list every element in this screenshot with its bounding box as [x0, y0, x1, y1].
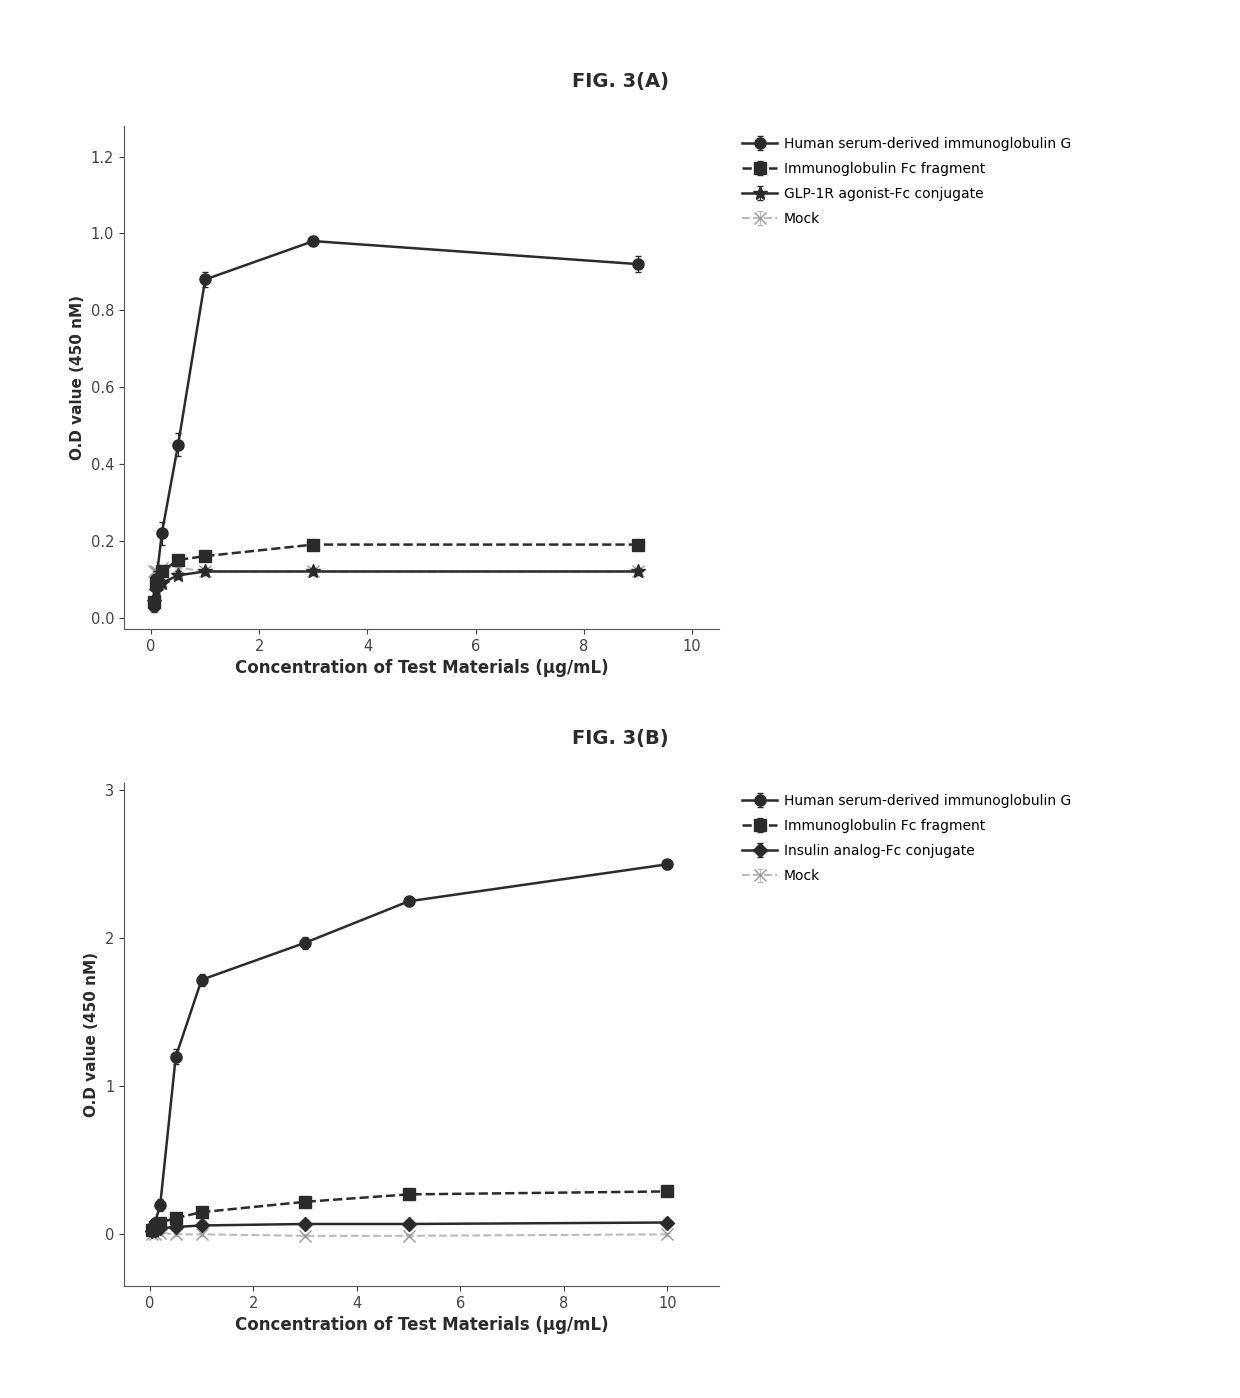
- X-axis label: Concentration of Test Materials (μg/mL): Concentration of Test Materials (μg/mL): [234, 1317, 609, 1335]
- Legend: Human serum-derived immunoglobulin G, Immunoglobulin Fc fragment, GLP-1R agonist: Human serum-derived immunoglobulin G, Im…: [738, 133, 1075, 231]
- Y-axis label: O.D value (450 nM): O.D value (450 nM): [71, 295, 86, 460]
- Text: FIG. 3(B): FIG. 3(B): [572, 728, 668, 748]
- Legend: Human serum-derived immunoglobulin G, Immunoglobulin Fc fragment, Insulin analog: Human serum-derived immunoglobulin G, Im…: [738, 790, 1075, 888]
- Text: FIG. 3(A): FIG. 3(A): [572, 71, 668, 91]
- X-axis label: Concentration of Test Materials (μg/mL): Concentration of Test Materials (μg/mL): [234, 660, 609, 678]
- Y-axis label: O.D value (450 nM): O.D value (450 nM): [84, 952, 99, 1117]
